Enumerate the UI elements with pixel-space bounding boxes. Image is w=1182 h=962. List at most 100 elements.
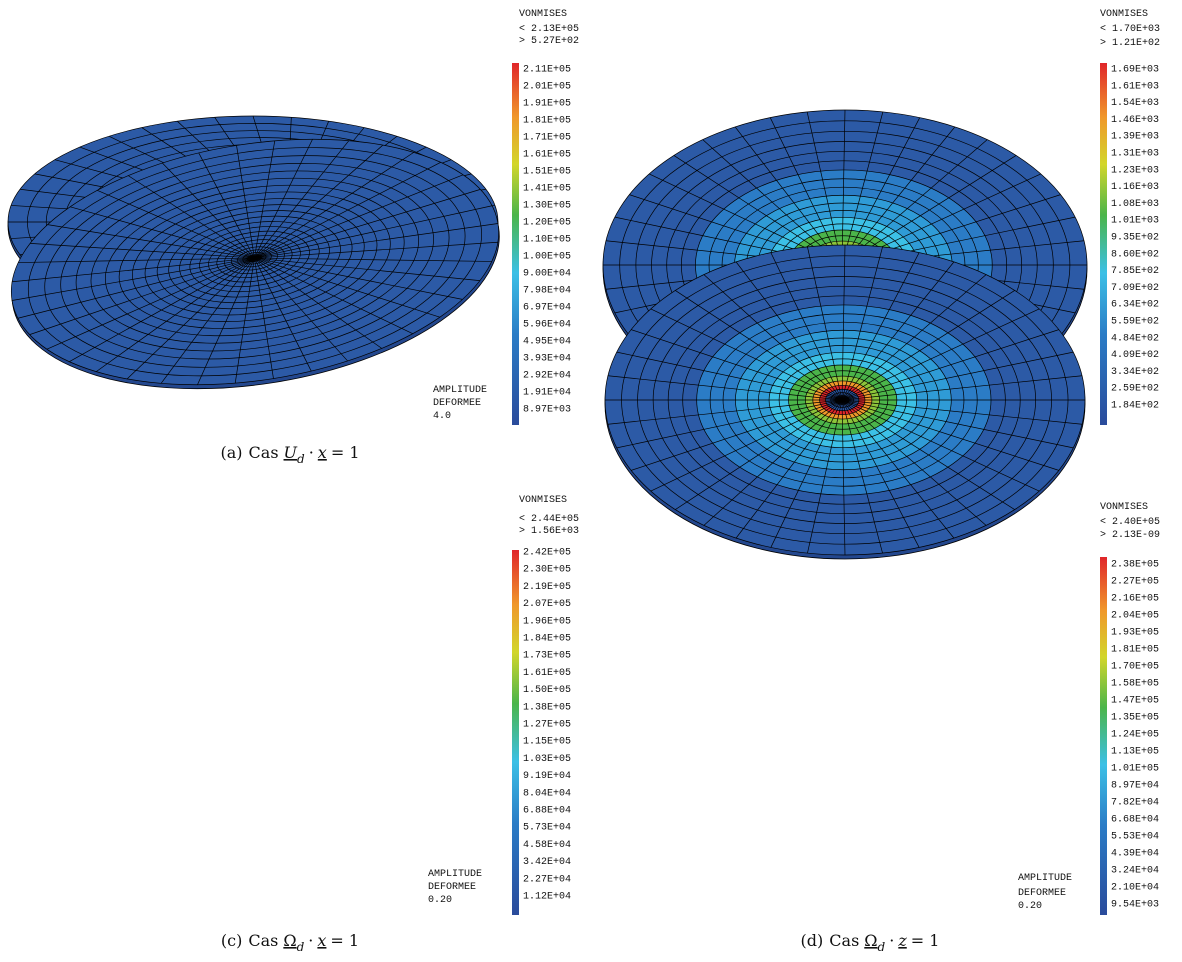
legend-level: 1.41E+05 (523, 184, 571, 195)
legend-level: 1.24E+05 (1111, 730, 1159, 741)
legend-min: > 2.13E-09 (1100, 530, 1160, 541)
legend-level: 8.60E+02 (1111, 249, 1159, 260)
mesh-spoke (841, 111, 884, 266)
mesh-spoke (841, 399, 1074, 449)
mesh-spoke (254, 223, 499, 259)
mesh-spoke (735, 399, 843, 539)
legend-level: 1.20E+05 (523, 218, 571, 229)
legend-level: 1.91E+05 (523, 99, 571, 110)
mesh-spoke (841, 399, 1083, 425)
legend-level: 6.97E+04 (523, 303, 571, 314)
legend-level: 1.01E+05 (1111, 764, 1159, 775)
legend-title: VONMISES (1100, 502, 1148, 513)
caption-text: Cas (248, 931, 278, 950)
mesh-spoke (69, 257, 255, 362)
mesh-spoke (128, 175, 255, 259)
caption-dot: · (889, 931, 894, 950)
legend-level: 3.24E+04 (1111, 866, 1159, 877)
legend-level: 1.10E+05 (523, 235, 571, 246)
amplitude-label: AMPLITUDE (433, 385, 487, 396)
mesh-spoke (607, 399, 843, 425)
legend-min: > 1.21E+02 (1100, 38, 1160, 49)
legend-level: 6.88E+04 (523, 806, 571, 817)
mesh-spoke (806, 111, 843, 266)
mesh-spoke (160, 257, 255, 384)
mesh-spoke (735, 261, 843, 401)
legend-level: 1.50E+05 (523, 685, 571, 696)
mesh (604, 244, 1086, 560)
mesh-spoke (254, 257, 440, 318)
mesh-spoke (254, 257, 492, 262)
mesh-spoke (841, 375, 1083, 401)
legend-level: 8.04E+04 (523, 788, 571, 799)
mesh-spoke (702, 139, 843, 266)
legend-level: 1.15E+05 (523, 737, 571, 748)
mesh-spoke (841, 399, 920, 548)
mesh-spoke (703, 399, 843, 526)
mesh-spoke (18, 257, 255, 263)
mesh-spoke (675, 290, 843, 401)
legend-level: 1.73E+05 (523, 651, 571, 662)
legend-level: 4.09E+02 (1111, 350, 1159, 361)
mesh-spoke (198, 152, 255, 259)
legend-level: 2.16E+05 (1111, 594, 1159, 605)
legend-level: 1.16E+03 (1111, 182, 1159, 193)
mesh-spoke (841, 329, 1059, 401)
legend-level: 1.70E+05 (1111, 662, 1159, 673)
legend-level: 2.42E+05 (523, 548, 571, 559)
mesh-spoke (769, 117, 843, 266)
legend-level: 9.00E+04 (523, 269, 571, 280)
amplitude-sublabel: DEFORMEE (1018, 888, 1066, 899)
mesh-spoke (254, 144, 384, 259)
caption-equals: = 1 (911, 931, 940, 950)
legend-min: > 1.56E+03 (519, 526, 579, 537)
legend-level: 1.69E+03 (1111, 65, 1159, 76)
caption-symbol: U (284, 443, 298, 462)
mesh-spoke (841, 139, 988, 266)
caption-symbol: Ω (864, 931, 877, 950)
amplitude-value: 0.20 (428, 895, 452, 906)
mesh-spoke (675, 399, 843, 510)
caption-label: (a) (221, 443, 243, 462)
legend-level: 3.34E+02 (1111, 367, 1159, 378)
caption-text: Cas (829, 931, 859, 950)
mesh-spoke (12, 257, 255, 283)
caption-label: (d) (801, 931, 824, 950)
mesh-spoke (841, 399, 987, 526)
mesh-spoke (29, 257, 255, 335)
legend-level: 1.31E+03 (1111, 149, 1159, 160)
legend-level: 3.93E+04 (523, 354, 571, 365)
mesh-spoke (254, 152, 414, 259)
mesh-spoke (254, 139, 313, 259)
legend-level: 1.38E+05 (523, 702, 571, 713)
legend-level: 2.27E+04 (523, 874, 571, 885)
legend-level: 1.08E+03 (1111, 199, 1159, 210)
mesh-spoke (841, 290, 1015, 401)
legend-level: 2.59E+02 (1111, 384, 1159, 395)
legend-level: 1.03E+05 (523, 754, 571, 765)
legend-level: 1.23E+03 (1111, 165, 1159, 176)
legend-level: 1.93E+05 (1111, 628, 1159, 639)
caption-equals: = 1 (331, 443, 360, 462)
legend-level: 1.84E+02 (1111, 401, 1159, 412)
mesh-spoke (254, 140, 276, 259)
legend-level: 4.95E+04 (523, 337, 571, 348)
legend-level: 5.53E+04 (1111, 832, 1159, 843)
color-bar (1100, 63, 1107, 425)
legend-level: 1.71E+05 (523, 133, 571, 144)
legend-level: 7.82E+04 (1111, 798, 1159, 809)
mesh-spoke (616, 399, 843, 449)
color-bar (512, 550, 519, 915)
legend-level: 9.35E+02 (1111, 233, 1159, 244)
legend-level: 5.96E+04 (523, 320, 571, 331)
legend-level: 1.13E+05 (1111, 747, 1159, 758)
legend-max: < 2.40E+05 (1100, 517, 1160, 528)
mesh-spoke (11, 257, 255, 301)
legend-title: VONMISES (1100, 9, 1148, 20)
legend-level: 1.51E+05 (523, 167, 571, 178)
mesh-spoke (841, 399, 1015, 510)
mesh (10, 138, 500, 390)
mesh-spoke (254, 257, 274, 379)
legend-level: 1.01E+03 (1111, 216, 1159, 227)
legend-level: 1.61E+03 (1111, 81, 1159, 92)
